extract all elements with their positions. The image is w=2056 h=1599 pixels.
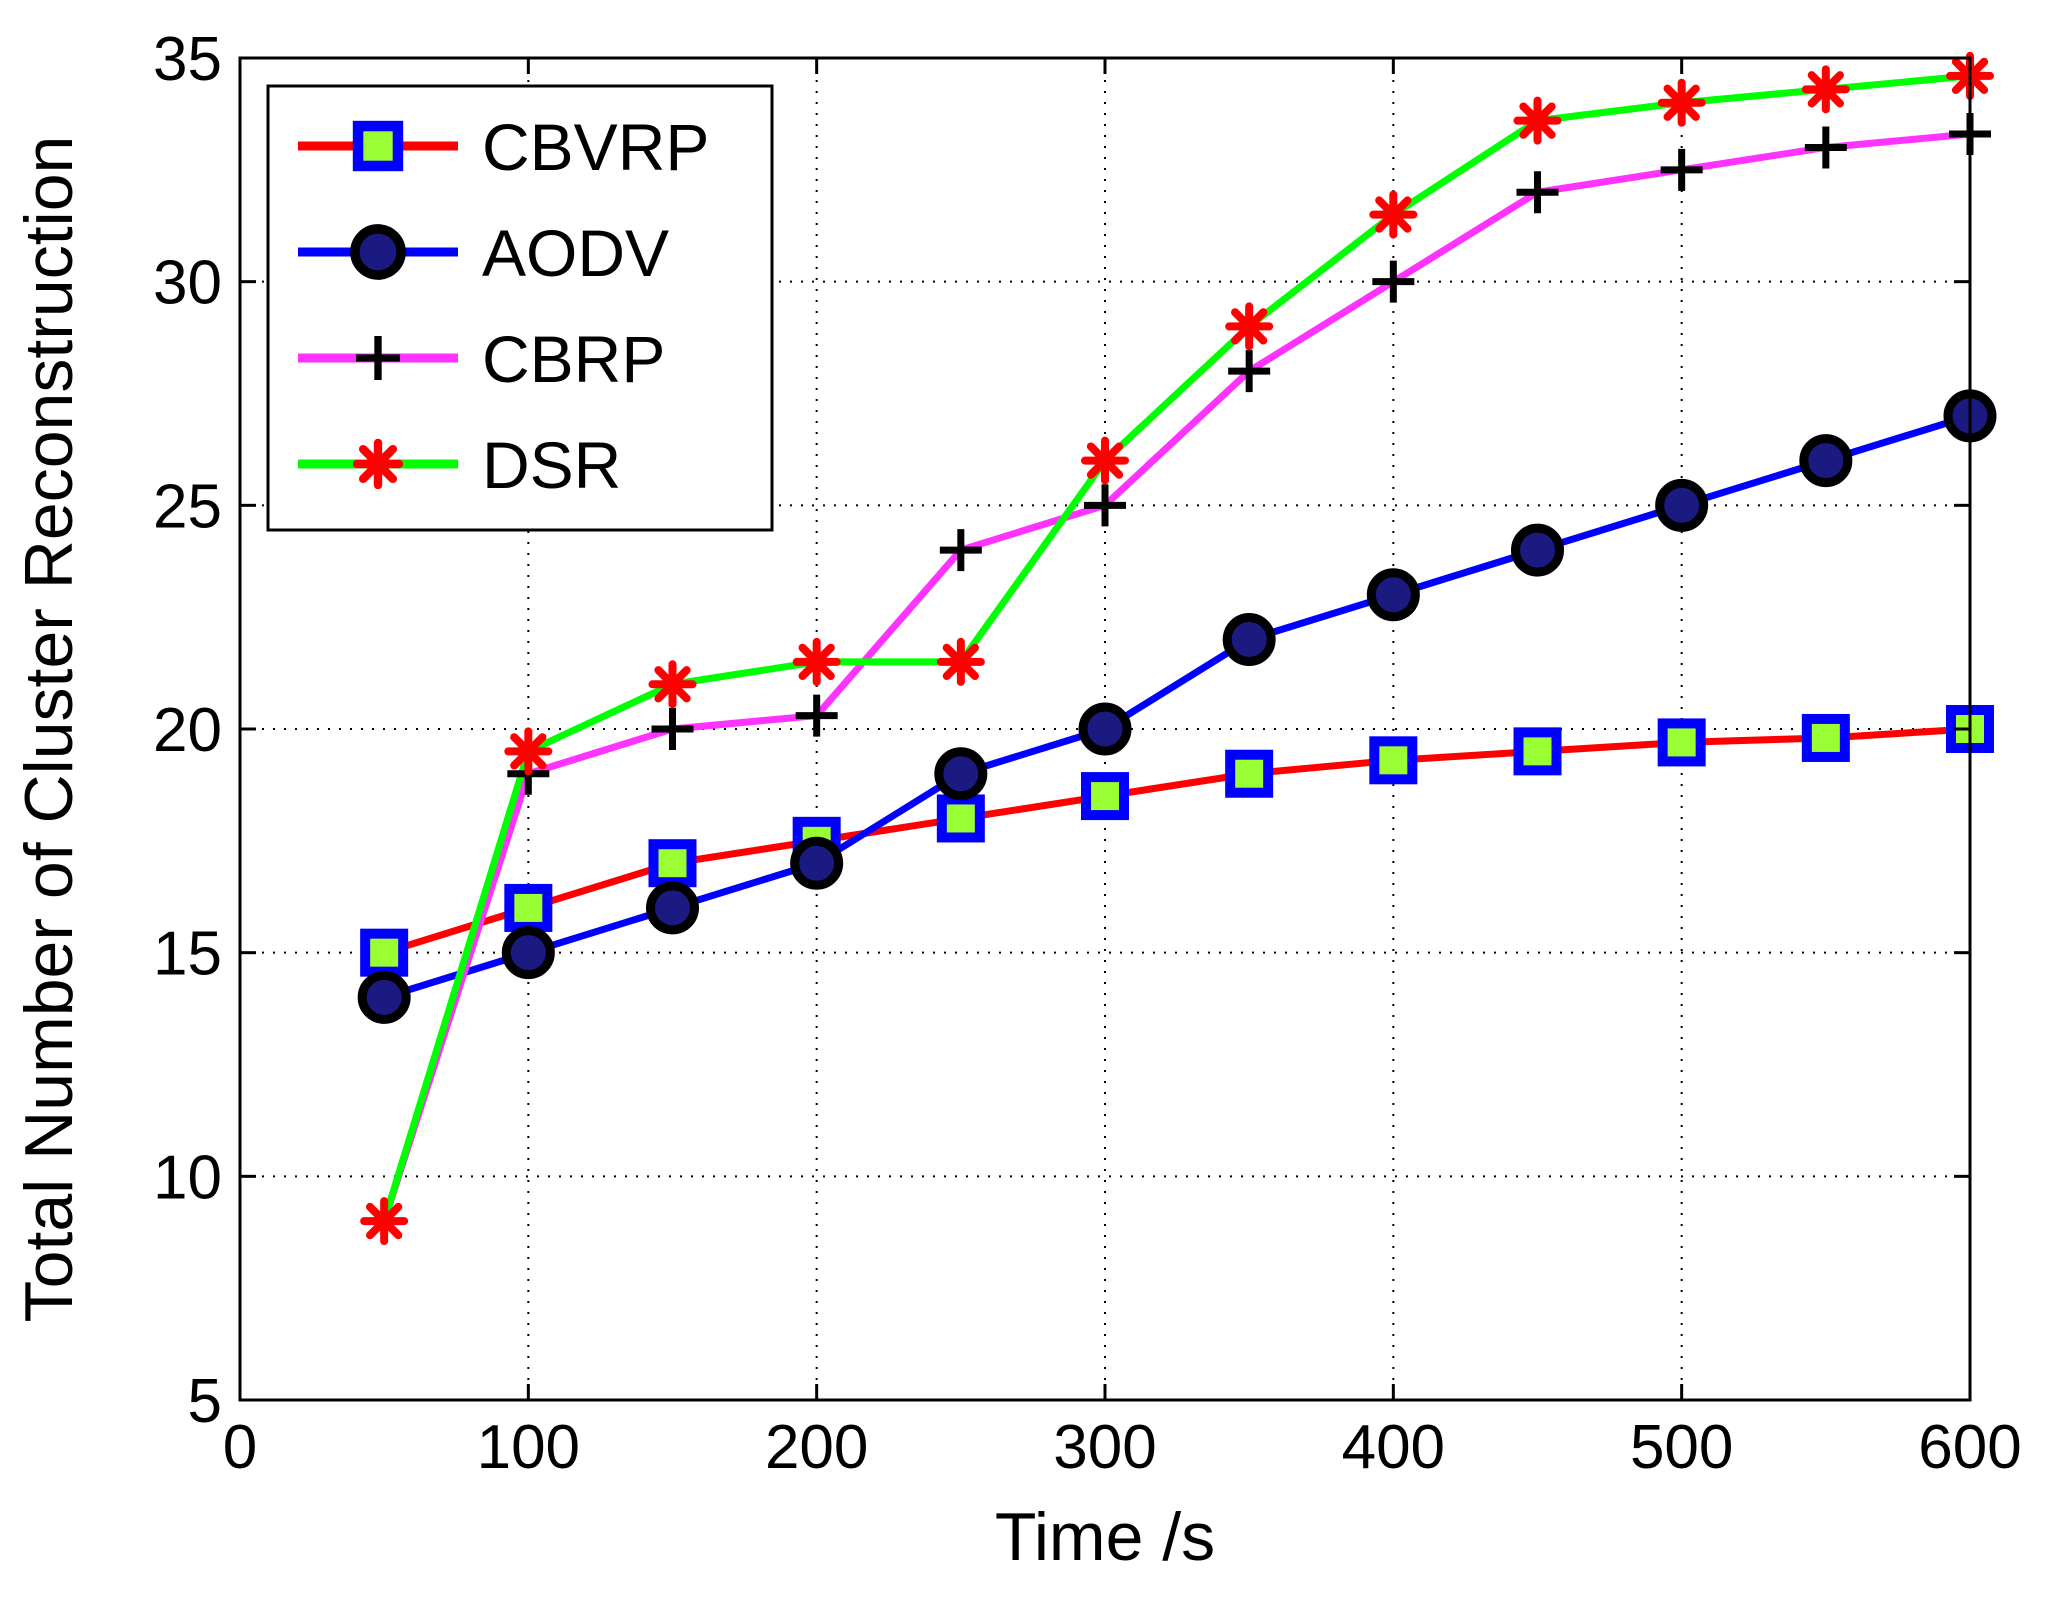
series-lines — [380, 72, 1972, 1223]
data-point-square — [360, 928, 409, 977]
y-tick-label: 30 — [153, 249, 222, 318]
data-point-circle — [357, 970, 411, 1024]
data-point-square — [936, 794, 985, 843]
y-tick-label: 25 — [153, 472, 222, 541]
data-point-square — [504, 883, 553, 932]
y-tick-label: 15 — [153, 920, 222, 989]
data-point-star — [1657, 78, 1706, 127]
legend-label: AODV — [482, 216, 669, 290]
legend-label: CBRP — [482, 322, 665, 396]
data-point-square — [1801, 713, 1850, 762]
legend: CBVRP AODV CBRP DSR — [266, 84, 774, 532]
data-point-square — [1657, 718, 1706, 767]
data-point-star — [360, 1197, 409, 1246]
data-point-star — [1081, 436, 1129, 485]
series-line-dsr — [380, 72, 1971, 1223]
data-point-square — [1513, 727, 1562, 776]
data-point-star — [352, 438, 404, 490]
data-point-plus — [1228, 350, 1271, 393]
data-point-plus — [1804, 126, 1847, 169]
data-point-plus — [939, 529, 982, 572]
legend-box — [266, 84, 774, 532]
data-point-plus — [355, 335, 401, 381]
legend-item-dsr: DSR — [298, 428, 621, 502]
data-point-star — [1513, 96, 1562, 145]
data-point-square — [1081, 772, 1129, 821]
series-line-cbvrp — [383, 725, 1971, 957]
data-point-star — [648, 660, 697, 709]
data-point-circle — [1366, 568, 1420, 622]
series-markers-aodv — [357, 389, 1997, 1024]
data-point-star — [1225, 302, 1274, 351]
y-tick-label: 10 — [153, 1143, 222, 1212]
data-point-circle — [1799, 434, 1853, 488]
data-point-circle — [501, 926, 555, 980]
data-point-plus — [651, 708, 694, 750]
data-point-plus — [1516, 171, 1559, 214]
legend-item-cbrp: CBRP — [298, 322, 665, 396]
data-point-square — [1225, 749, 1274, 798]
legend-label: CBVRP — [482, 110, 709, 184]
y-axis-title: Total Number of Cluster Reconstruction — [11, 136, 87, 1323]
x-tick-label: 400 — [1342, 1413, 1445, 1482]
data-point-star — [792, 637, 841, 686]
data-point-circle — [350, 224, 406, 280]
series-line-cbrp — [380, 130, 1971, 1223]
x-tick-label: 600 — [1918, 1413, 2021, 1482]
y-tick-label: 5 — [188, 1367, 222, 1436]
legend-label: DSR — [482, 428, 621, 502]
x-tick-label: 100 — [477, 1413, 580, 1482]
data-point-circle — [1511, 523, 1564, 577]
data-point-star — [1801, 65, 1850, 114]
data-point-star — [1369, 190, 1418, 239]
x-tick-label: 0 — [223, 1413, 257, 1482]
data-point-star — [504, 727, 553, 776]
x-tick-label: 500 — [1630, 1413, 1733, 1482]
data-point-circle — [790, 836, 844, 890]
data-point-plus — [1372, 260, 1415, 303]
series-markers-cbrp — [363, 113, 1991, 1243]
axis-ticks: 0 100 200 300 400 500 600 5 10 15 20 25 30 35 — [153, 25, 2022, 1482]
data-point-square — [1369, 736, 1418, 785]
data-point-star — [936, 637, 985, 686]
data-point-square — [648, 839, 697, 888]
data-point-square — [352, 120, 404, 172]
data-point-plus — [795, 694, 838, 737]
data-point-circle — [934, 747, 988, 801]
data-point-circle — [646, 881, 699, 935]
y-tick-label: 20 — [153, 696, 222, 765]
x-tick-label: 200 — [765, 1413, 868, 1482]
legend-item-aodv: AODV — [298, 216, 669, 290]
series-markers-cbvrp — [360, 705, 1994, 977]
x-axis-title: Time /s — [995, 1499, 1215, 1575]
x-tick-label: 300 — [1053, 1413, 1156, 1482]
data-point-circle — [1078, 702, 1132, 756]
legend-item-cbvrp: CBVRP — [298, 110, 709, 184]
data-point-plus — [1084, 484, 1126, 527]
y-tick-label: 35 — [153, 25, 222, 94]
data-point-circle — [1222, 613, 1276, 667]
data-point-plus — [1660, 148, 1703, 191]
data-point-circle — [1655, 478, 1709, 532]
